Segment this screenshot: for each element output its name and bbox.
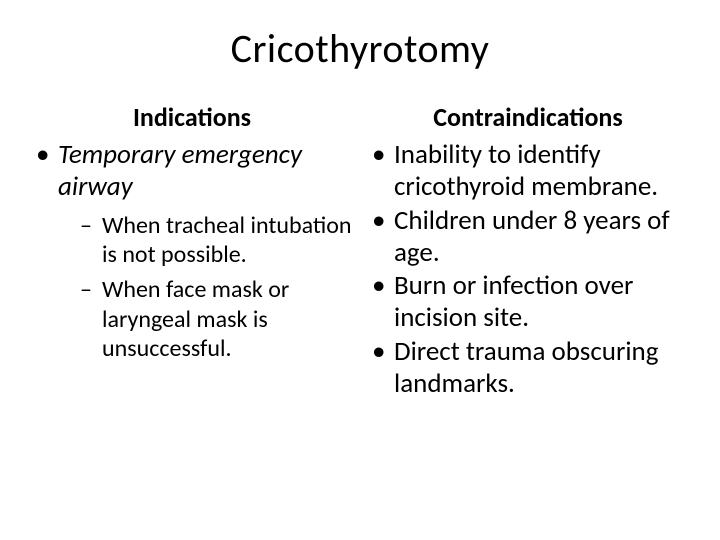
indications-heading: Indications — [30, 101, 354, 133]
list-item: Children under 8 years of age. — [366, 205, 690, 269]
two-column-layout: Indications Temporary emergency airway W… — [30, 101, 690, 402]
contraindications-column: Contraindications Inability to identify … — [366, 101, 690, 402]
indications-list: Temporary emergency airway When tracheal… — [30, 139, 354, 363]
list-item: When face mask or laryngeal mask is unsu… — [58, 275, 354, 363]
slide-container: Cricothyrotomy Indications Temporary eme… — [0, 0, 720, 540]
indications-column: Indications Temporary emergency airway W… — [30, 101, 354, 402]
list-item: Temporary emergency airway When tracheal… — [30, 139, 354, 363]
contraindications-list: Inability to identify cricothyroid membr… — [366, 139, 690, 400]
list-item: When tracheal intubation is not possible… — [58, 211, 354, 270]
slide-title: Cricothyrotomy — [30, 24, 690, 73]
list-item: Inability to identify cricothyroid membr… — [366, 139, 690, 203]
indications-sublist: When tracheal intubation is not possible… — [58, 211, 354, 363]
list-item: Burn or infection over incision site. — [366, 270, 690, 334]
list-item: Direct trauma obscuring landmarks. — [366, 336, 690, 400]
contraindications-heading: Contraindications — [366, 101, 690, 133]
list-item-text: Temporary emergency airway — [58, 138, 302, 203]
